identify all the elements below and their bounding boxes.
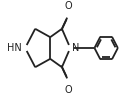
- Text: HN: HN: [7, 43, 21, 53]
- Text: N: N: [72, 43, 79, 53]
- Text: O: O: [65, 85, 72, 95]
- Text: O: O: [65, 1, 72, 11]
